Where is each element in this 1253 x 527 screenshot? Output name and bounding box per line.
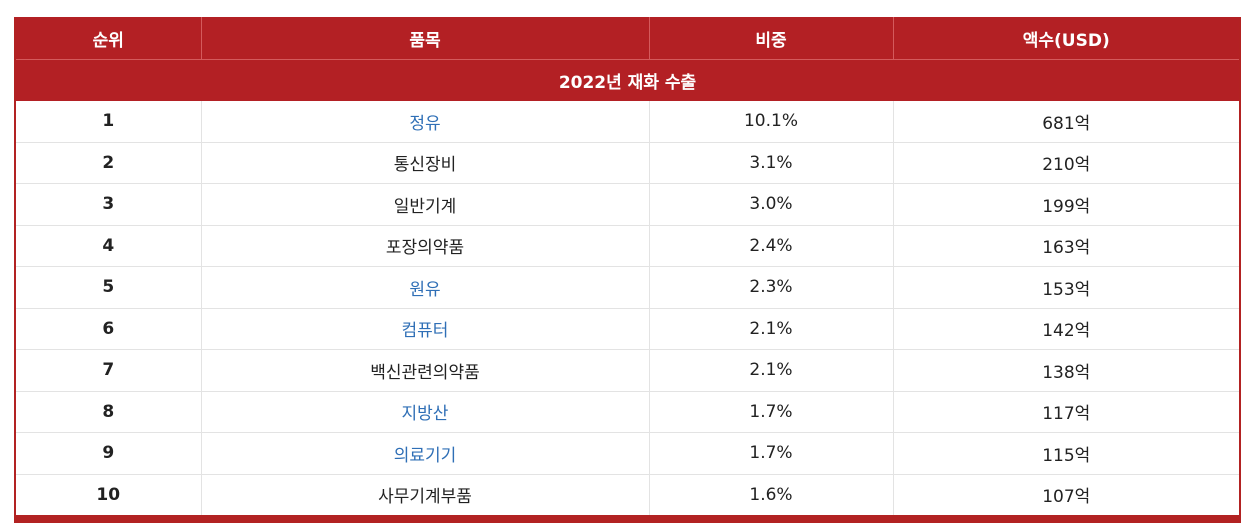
header-row: 순위 품목 비중 액수(USD) — [15, 17, 1240, 60]
amount-cell: 199억 — [893, 183, 1240, 226]
item-cell: 지방산 — [201, 391, 650, 433]
export-table-container: 순위 품목 비중 액수(USD) 2022년 재화 수출 1 정유 10.1% 681… — [14, 17, 1241, 523]
item-link[interactable]: 지방산 — [401, 404, 449, 425]
item-cell: 통신장비 — [201, 142, 650, 184]
share-cell: 2.1% — [649, 349, 894, 392]
rank-cell: 8 — [15, 391, 202, 433]
rank-cell: 1 — [15, 101, 202, 143]
item-cell: 의료기기 — [201, 432, 650, 475]
item-cell: 백신관련의약품 — [201, 349, 650, 392]
share-cell: 2.3% — [649, 266, 894, 309]
rank-cell: 7 — [15, 349, 202, 392]
item-cell: 포장의약품 — [201, 225, 650, 267]
table-row: 8 지방산 1.7% 117억 — [15, 391, 1240, 433]
amount-cell: 163억 — [893, 225, 1240, 267]
rank-cell: 9 — [15, 432, 202, 475]
item-link[interactable]: 의료기기 — [393, 445, 457, 466]
amount-cell: 115억 — [893, 432, 1240, 475]
table-row: 7 백신관련의약품 2.1% 138억 — [15, 349, 1240, 392]
export-table: 순위 품목 비중 액수(USD) 2022년 재화 수출 1 정유 10.1% 681… — [14, 17, 1241, 523]
table-head: 순위 품목 비중 액수(USD) 2022년 재화 수출 — [15, 17, 1240, 101]
item-link[interactable]: 컴퓨터 — [401, 321, 449, 342]
section-row: 2022년 재화 수출 — [15, 59, 1240, 101]
amount-cell: 153억 — [893, 266, 1240, 309]
table-row: 6 컴퓨터 2.1% 142억 — [15, 308, 1240, 350]
item-cell: 컴퓨터 — [201, 308, 650, 350]
table-row: 2 통신장비 3.1% 210억 — [15, 142, 1240, 184]
share-cell: 10.1% — [649, 101, 894, 143]
header-amount: 액수(USD) — [893, 17, 1240, 60]
section-title: 2022년 재화 수출 — [15, 59, 1240, 101]
rank-cell: 4 — [15, 225, 202, 267]
item-link[interactable]: 정유 — [409, 113, 441, 134]
item-cell: 원유 — [201, 266, 650, 309]
table-row: 9 의료기기 1.7% 115억 — [15, 432, 1240, 475]
item-cell: 일반기계 — [201, 183, 650, 226]
rank-cell: 10 — [15, 474, 202, 519]
header-item: 품목 — [201, 17, 650, 60]
table-row: 10 사무기계부품 1.6% 107억 — [15, 474, 1240, 519]
share-cell: 3.1% — [649, 142, 894, 184]
item-cell: 사무기계부품 — [201, 474, 650, 519]
share-cell: 2.4% — [649, 225, 894, 267]
table-row: 5 원유 2.3% 153억 — [15, 266, 1240, 309]
amount-cell: 138억 — [893, 349, 1240, 392]
table-row: 3 일반기계 3.0% 199억 — [15, 183, 1240, 226]
amount-cell: 117억 — [893, 391, 1240, 433]
amount-cell: 210억 — [893, 142, 1240, 184]
share-cell: 3.0% — [649, 183, 894, 226]
header-share: 비중 — [649, 17, 894, 60]
share-cell: 1.7% — [649, 391, 894, 433]
amount-cell: 107억 — [1042, 487, 1091, 508]
amount-cell: 681억 — [893, 101, 1240, 143]
table-body: 1 정유 10.1% 681억 2 통신장비 3.1% 210억 3 일반기계 3.0% 199억 4 포… — [15, 101, 1240, 519]
rank-cell: 2 — [15, 142, 202, 184]
table-row: 1 정유 10.1% 681억 — [15, 101, 1240, 143]
amount-cell: 142억 — [893, 308, 1240, 350]
header-rank: 순위 — [15, 17, 202, 60]
item-link[interactable]: 원유 — [409, 279, 441, 300]
table-row: 4 포장의약품 2.4% 163억 — [15, 225, 1240, 267]
share-cell: 1.6% — [649, 474, 894, 519]
rank-cell: 6 — [15, 308, 202, 350]
rank-cell: 3 — [15, 183, 202, 226]
item-cell: 정유 — [201, 101, 650, 143]
rank-cell: 5 — [15, 266, 202, 309]
share-cell: 1.7% — [649, 432, 894, 475]
share-cell: 2.1% — [649, 308, 894, 350]
